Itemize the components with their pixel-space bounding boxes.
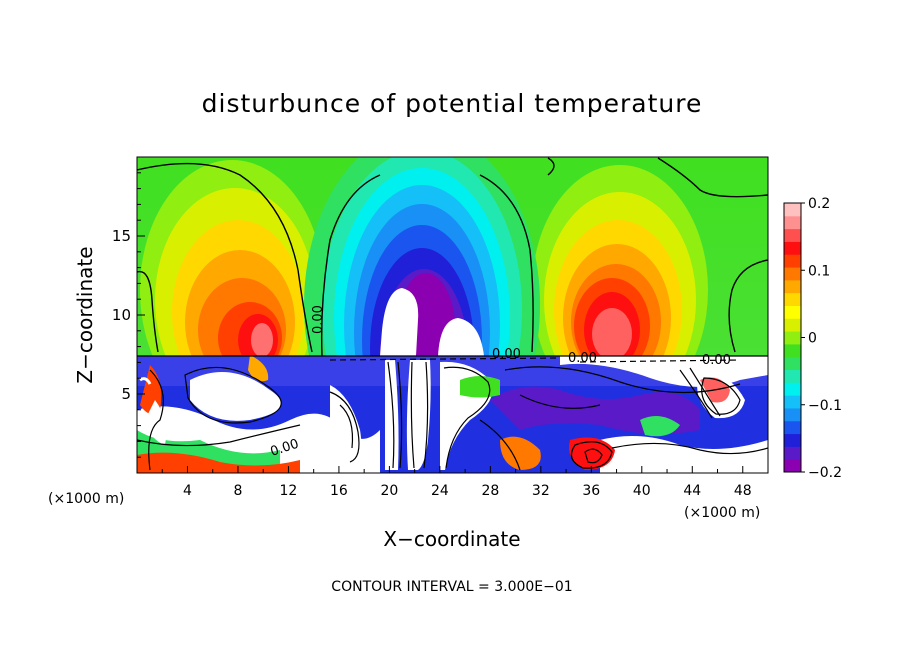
colorbar-swatch xyxy=(784,215,801,230)
colorbar-swatch xyxy=(784,433,801,447)
upper-contours xyxy=(137,157,768,357)
boundary-line xyxy=(137,355,768,363)
turbulent-layer xyxy=(137,356,768,473)
colorbar-swatch xyxy=(784,318,801,332)
colorbar-swatch xyxy=(784,254,801,268)
colorbar-swatch xyxy=(784,343,801,358)
x-tick-label: 32 xyxy=(532,483,550,499)
x-tick-label: 40 xyxy=(633,483,651,499)
colorbar-swatch xyxy=(784,279,801,294)
y-tick-label: 15 xyxy=(112,227,131,245)
colorbar-swatch xyxy=(784,459,801,473)
colorbar-swatch xyxy=(784,292,801,306)
colorbar-swatch xyxy=(784,228,801,242)
colorbar-swatch xyxy=(784,395,801,409)
colorbar-tick-label: 0 xyxy=(808,331,817,347)
colorbar-swatch xyxy=(784,382,801,396)
y-axis: 5 10 15 xyxy=(112,172,145,458)
colorbar-swatch xyxy=(784,331,801,345)
x-unit-left: (×1000 m) xyxy=(48,491,124,507)
colorbar-swatch xyxy=(784,356,801,371)
x-tick-label: 36 xyxy=(582,483,600,499)
x-tick-label: 8 xyxy=(233,483,242,499)
colorbar-tick-label: −0.1 xyxy=(808,398,842,414)
colorbar-swatch xyxy=(784,267,801,281)
x-tick-label: 48 xyxy=(734,483,752,499)
colorbar-swatch xyxy=(784,369,801,383)
x-tick-label: 24 xyxy=(431,483,449,499)
y-axis-label: Z−coordinate xyxy=(73,246,97,383)
y-tick-label: 5 xyxy=(121,385,131,403)
warm-plume-right xyxy=(532,165,708,415)
colorbar-tick-label: 0.1 xyxy=(808,263,830,279)
x-axis: 4 8 12 16 20 24 28 32 36 40 44 48 xyxy=(161,466,752,499)
colorbar: 0.2 0.1 0 −0.1 −0.2 xyxy=(783,196,842,481)
colorbar-swatch xyxy=(784,446,801,460)
x-tick-label: 12 xyxy=(280,483,298,499)
x-tick-label: 28 xyxy=(481,483,499,499)
colorbar-swatch xyxy=(784,407,801,422)
y-tick-label: 10 xyxy=(112,306,131,324)
x-axis-label: X−coordinate xyxy=(383,527,520,551)
contour-interval: CONTOUR INTERVAL = 3.000E−01 xyxy=(331,579,572,595)
colorbar-tick-label: −0.2 xyxy=(808,465,842,481)
colorbar-swatch xyxy=(784,241,801,255)
x-tick-label: 4 xyxy=(183,483,192,499)
x-tick-label: 44 xyxy=(683,483,701,499)
contour-label: 0.00 xyxy=(702,353,731,368)
contour-label: 0.00 xyxy=(492,347,521,362)
x-unit-right: (×1000 m) xyxy=(684,505,760,521)
plot-area: 0.00 0.00 0.00 0.00 0.00 xyxy=(137,157,768,473)
contour-label: 0.00 xyxy=(568,351,597,366)
colorbar-swatch xyxy=(784,420,801,435)
colorbar-swatch xyxy=(784,203,801,217)
chart-title: disturbunce of potential temperature xyxy=(202,89,703,118)
colorbar-tick-label: 0.2 xyxy=(808,196,830,212)
colorbar-swatch xyxy=(784,305,801,319)
contour-label: 0.00 xyxy=(311,305,326,334)
x-tick-label: 16 xyxy=(330,483,348,499)
x-tick-label: 20 xyxy=(380,483,398,499)
